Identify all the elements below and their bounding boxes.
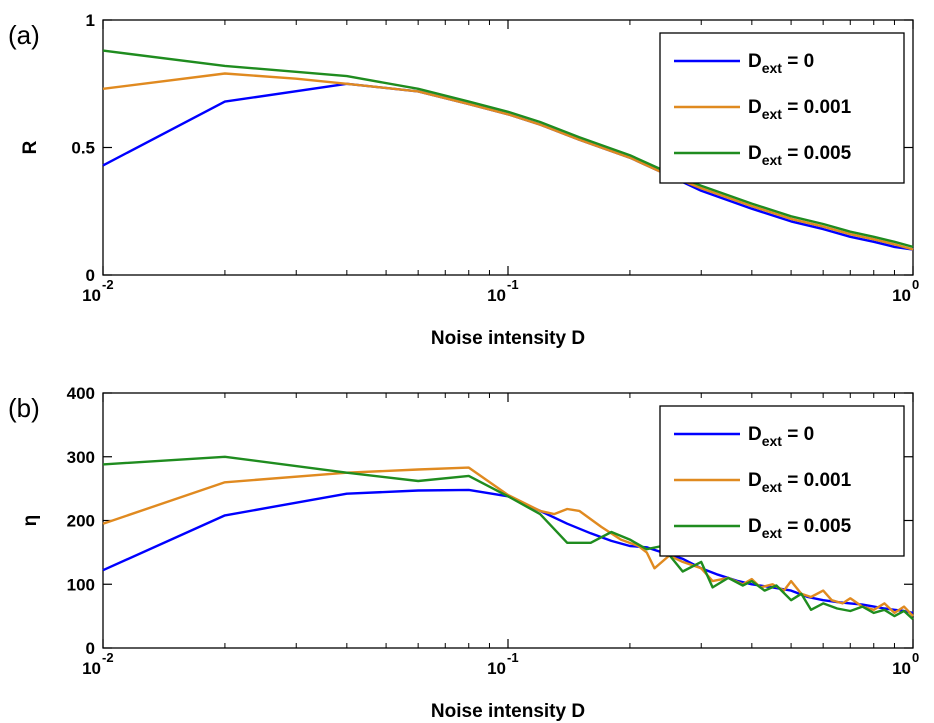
legend-main: D [748, 97, 762, 118]
y-tick-label: 0 [86, 266, 95, 285]
legend-value: = 0.005 [782, 143, 852, 164]
legend-main: D [748, 143, 762, 164]
x-tick-label-base: 10 [82, 286, 101, 305]
legend-value: = 0.001 [782, 97, 852, 118]
y-tick-label: 0 [86, 639, 95, 658]
legend-value: = 0.005 [782, 516, 852, 537]
legend-main: D [748, 424, 762, 445]
series-line-2 [102, 49, 914, 249]
x-tick-label-exponent: 0 [912, 277, 919, 292]
x-tick-label-base: 10 [892, 659, 911, 678]
series-line-1 [102, 72, 914, 251]
legend-subscript: ext [762, 479, 783, 495]
x-tick-label-exponent: -2 [102, 650, 114, 665]
panel-label: (b) [8, 393, 40, 423]
legend-entry: Dext = 0.005 [748, 143, 852, 168]
x-tick-label-base: 10 [892, 286, 911, 305]
series-line-1 [102, 466, 914, 617]
series-line-0 [102, 488, 914, 615]
legend-subscript: ext [762, 152, 783, 168]
legend-main: D [748, 51, 762, 72]
x-axis-label: Noise intensity D [431, 701, 585, 722]
y-axis-label: η [20, 515, 41, 527]
y-tick-label: 200 [67, 512, 95, 531]
legend-main: D [748, 516, 762, 537]
legend-entry: Dext = 0.001 [748, 470, 852, 495]
x-tick-label-exponent: 0 [912, 650, 919, 665]
x-axis-label: Noise intensity D [431, 328, 585, 349]
x-tick-label-exponent: -1 [507, 277, 519, 292]
legend-value: = 0 [782, 424, 814, 445]
y-axis-label: R [20, 140, 41, 154]
legend-subscript: ext [762, 433, 783, 449]
legend-subscript: ext [762, 525, 783, 541]
y-tick-label: 100 [67, 575, 95, 594]
legend-entry: Dext = 0 [748, 424, 814, 449]
panel-label: (a) [8, 20, 40, 50]
y-tick-label: 300 [67, 448, 95, 467]
x-tick-label-base: 10 [82, 659, 101, 678]
legend-main: D [748, 470, 762, 491]
x-tick-label-base: 10 [487, 659, 506, 678]
legend-subscript: ext [762, 60, 783, 76]
x-tick-label-exponent: -2 [102, 277, 114, 292]
y-tick-label: 400 [67, 384, 95, 403]
x-tick-label-base: 10 [487, 286, 506, 305]
legend-entry: Dext = 0 [748, 51, 814, 76]
y-tick-label: 1 [86, 11, 95, 30]
series-line-2 [102, 455, 914, 621]
legend-entry: Dext = 0.001 [748, 97, 852, 122]
legend-entry: Dext = 0.005 [748, 516, 852, 541]
y-tick-label: 0.5 [71, 139, 95, 158]
x-tick-label-exponent: -1 [507, 650, 519, 665]
legend-value: = 0.001 [782, 470, 852, 491]
legend-subscript: ext [762, 106, 783, 122]
legend-value: = 0 [782, 51, 814, 72]
